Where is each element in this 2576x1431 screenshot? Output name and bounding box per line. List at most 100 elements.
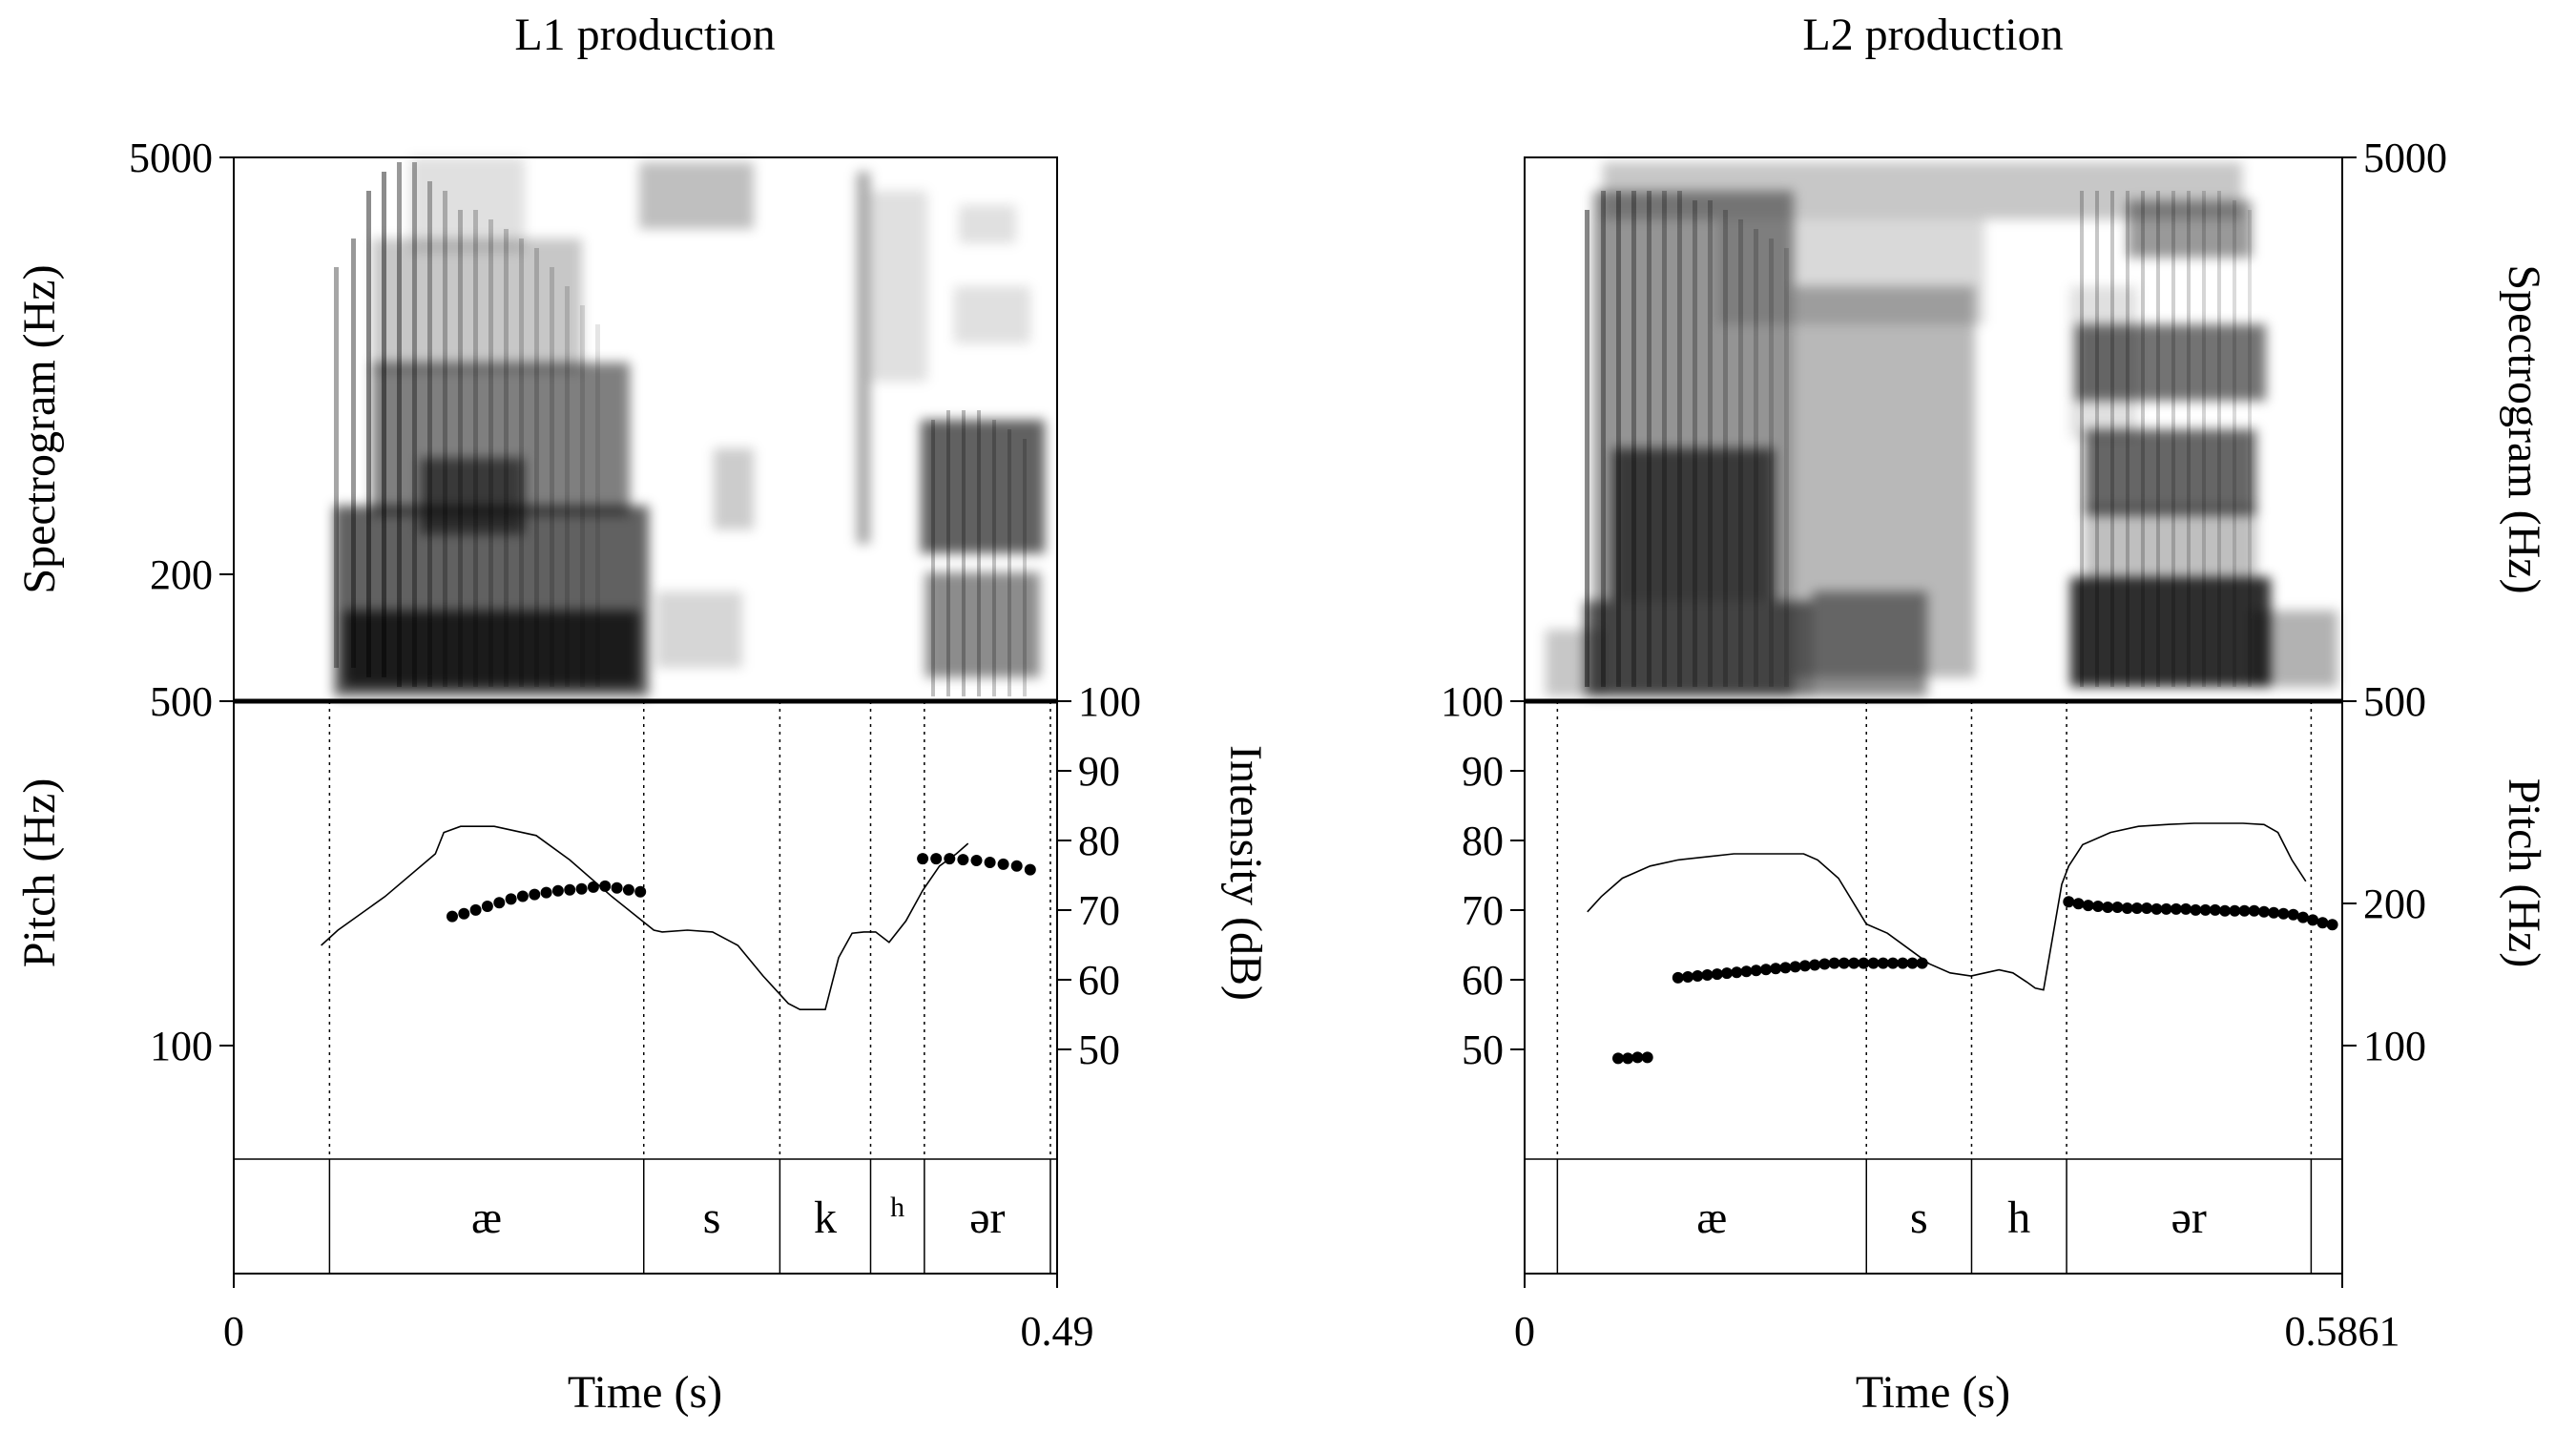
pitch-point <box>2190 903 2202 916</box>
segment-labels: æ s k h ər <box>471 1192 1006 1243</box>
segment-label: k <box>814 1192 837 1243</box>
intensity-tick-label: 100 <box>1441 678 1504 725</box>
pitch-point <box>2180 902 2192 915</box>
pitch-point <box>1760 964 1772 976</box>
pitch-point <box>2063 896 2075 908</box>
intensity-tick-label: 100 <box>1078 678 1141 725</box>
pitch-point <box>564 883 576 896</box>
pitch-point <box>493 897 506 909</box>
pitch-point <box>2296 911 2309 923</box>
pitch-point <box>505 893 517 905</box>
pitch-point <box>2248 904 2260 917</box>
pitch-point <box>1877 957 1889 969</box>
pitch-point <box>2277 907 2290 920</box>
pitch-track <box>447 853 1036 923</box>
segment-label: æ <box>1696 1192 1727 1243</box>
intensity-tick-label: 50 <box>1462 1027 1504 1073</box>
pitch-point <box>1906 957 1919 969</box>
pitch-point <box>2326 919 2338 931</box>
intensity-tick-label: 50 <box>1078 1027 1120 1073</box>
pitch-point <box>1887 957 1899 969</box>
pitch-point <box>1897 957 1909 969</box>
pitch-point <box>2160 902 2172 915</box>
pitch-point <box>2082 900 2094 912</box>
segment-label: ər <box>2171 1192 2207 1243</box>
x-tick-label: 0.5861 <box>2285 1308 2400 1355</box>
segment-boundaries <box>1556 701 2313 1274</box>
pitch-point <box>1682 971 1694 983</box>
chart-title: L2 production <box>1802 10 2063 60</box>
pitch-point <box>1838 957 1850 969</box>
pitch-point <box>2130 902 2143 914</box>
pitch-point <box>970 855 983 866</box>
pitch-point <box>930 853 943 865</box>
pitch-axis-label: Pitch (Hz) <box>14 778 65 968</box>
pitch-point <box>469 903 482 916</box>
intensity-tick-label: 60 <box>1078 957 1120 1004</box>
pitch-point <box>1818 958 1831 970</box>
pitch-point <box>458 907 470 920</box>
pitch-point <box>2111 902 2124 913</box>
pitch-point <box>2092 901 2104 912</box>
pitch-point <box>1731 966 1743 979</box>
pitch-point <box>1641 1051 1653 1064</box>
pitch-tick-label: 200 <box>150 551 213 598</box>
pitch-point <box>2102 902 2114 913</box>
pitch-tick-label: 100 <box>150 1023 213 1069</box>
intensity-tick-label: 90 <box>1462 748 1504 795</box>
pitch-point <box>1631 1051 1644 1064</box>
spectrogram <box>334 157 1045 696</box>
pitch-point <box>2307 914 2319 926</box>
pitch-point <box>540 886 552 899</box>
pitch-point <box>2209 903 2221 916</box>
pitch-point <box>2170 902 2182 915</box>
pitch-point <box>587 881 599 893</box>
intensity-axis-label: Intensity (dB) <box>1220 745 1271 1001</box>
pitch-point <box>957 854 969 866</box>
pitch-point <box>1750 964 1762 977</box>
pitch-point <box>1672 971 1684 984</box>
pitch-tick-label: 200 <box>2363 881 2426 927</box>
spectrogram-tick-label: 5000 <box>129 135 213 181</box>
spectrogram-texture <box>1546 162 2337 696</box>
pitch-point <box>516 890 529 902</box>
intensity-tick-label: 70 <box>1078 887 1120 934</box>
pitch-point <box>2287 908 2299 921</box>
pitch-point <box>2199 903 2212 916</box>
pitch-point <box>1809 959 1821 971</box>
intensity-line <box>1587 822 2307 991</box>
pitch-point <box>1701 969 1714 981</box>
x-axis-label: Time (s) <box>1856 1367 2010 1418</box>
spectrogram-axis-label: Spectrogram (Hz) <box>14 264 65 593</box>
spectrogram <box>1546 162 2337 696</box>
spectrogram-striations <box>1585 191 2252 687</box>
segment-label: s <box>1910 1192 1928 1243</box>
pitch-point <box>1848 957 1860 969</box>
spectrogram-tick-label: 500 <box>2363 678 2426 725</box>
segment-label: s <box>703 1192 721 1243</box>
pitch-point <box>1798 960 1811 972</box>
pitch-point <box>1916 957 1928 969</box>
pitch-point <box>1622 1052 1634 1065</box>
pitch-point <box>575 882 588 895</box>
pitch-point <box>447 910 458 923</box>
panel-l1: L1 production <box>14 10 1271 1418</box>
pitch-axis-label: Pitch (Hz) <box>2499 778 2549 968</box>
intensity-tick-label: 70 <box>1462 887 1504 934</box>
pitch-point <box>2141 902 2153 914</box>
intensity-line <box>321 825 969 1010</box>
pitch-point <box>2316 917 2329 929</box>
pitch-point <box>1828 957 1840 969</box>
pitch-point <box>1789 961 1801 973</box>
x-tick-label: 0 <box>1514 1308 1535 1355</box>
pitch-point <box>1010 860 1023 872</box>
pitch-point <box>984 857 996 868</box>
segment-label: æ <box>471 1192 502 1243</box>
pitch-point <box>2121 902 2133 914</box>
intensity-tick-label: 80 <box>1078 818 1120 864</box>
pitch-point <box>2219 904 2231 917</box>
pitch-point <box>1024 863 1036 876</box>
pitch-point <box>1711 968 1723 981</box>
intensity-tick-label: 80 <box>1462 818 1504 864</box>
